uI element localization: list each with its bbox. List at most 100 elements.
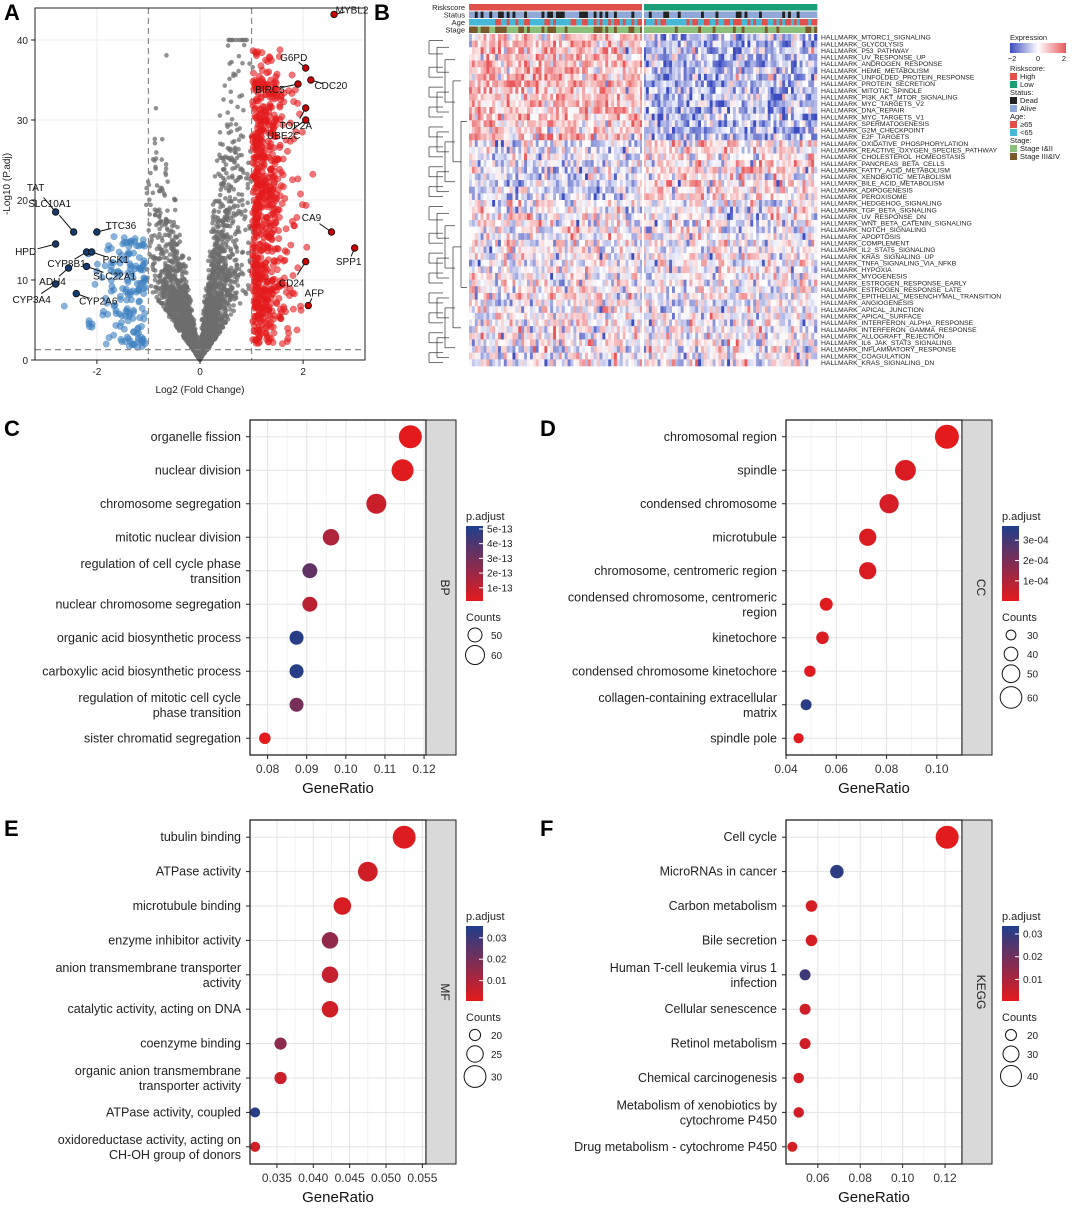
heatmap-cell — [541, 53, 545, 61]
heatmap-cell — [732, 47, 737, 55]
annotation-cell — [703, 11, 708, 18]
labeled-point — [72, 289, 80, 298]
heatmap-cell — [616, 60, 621, 68]
heatmap-cell — [686, 34, 690, 41]
heatmap-cell — [637, 47, 641, 55]
point-nonsig — [229, 116, 235, 122]
heatmap-cell — [622, 34, 626, 41]
annotation-cell — [599, 26, 603, 33]
gene-label: SLC22A1 — [93, 271, 136, 282]
annotation-cell — [622, 26, 626, 33]
heatmap-cell — [608, 80, 612, 88]
heatmap-cell — [692, 80, 696, 88]
heatmap-cell — [579, 53, 583, 61]
heatmap-cell — [759, 60, 763, 68]
heatmap-cell — [802, 60, 806, 68]
annotation-cell — [811, 19, 815, 26]
heatmap-cell — [532, 53, 536, 61]
heatmap-cell — [471, 34, 476, 41]
heatmap-cell — [669, 67, 673, 75]
point-nonsig — [237, 126, 243, 131]
heatmap-cell — [654, 40, 658, 48]
y-tick-label: 30 — [17, 116, 29, 127]
heatmap-cell — [544, 40, 548, 48]
annotation-cell — [556, 11, 560, 18]
heatmap-cell — [602, 40, 606, 48]
point-nonsig — [219, 255, 225, 261]
heatmap-cell — [793, 67, 797, 75]
point-nonsig — [236, 37, 242, 43]
heatmap-cell — [637, 40, 641, 48]
heatmap-cell — [492, 60, 496, 68]
point-nonsig — [224, 122, 230, 127]
heatmap-cell — [483, 80, 487, 88]
annotation-cell — [718, 26, 722, 33]
annotation-cell — [509, 19, 513, 26]
point-nonsig — [233, 37, 239, 43]
annotation-cell — [634, 4, 638, 11]
heatmap-cell — [489, 67, 493, 75]
heatmap-cell — [538, 60, 542, 68]
annotation-cell — [770, 19, 774, 26]
heatmap-cell — [744, 47, 748, 55]
point-nonsig — [179, 293, 185, 298]
heatmap-cell — [625, 40, 629, 48]
heatmap-cell — [782, 60, 786, 68]
heatmap-cell — [709, 80, 713, 88]
heatmap-cell — [672, 47, 676, 55]
point-up — [279, 340, 286, 348]
heatmap-cell — [631, 34, 635, 41]
point-down — [122, 256, 130, 264]
annotation-cell — [573, 26, 577, 33]
annotation-cell — [477, 26, 481, 33]
annotation-cell — [503, 26, 507, 33]
heatmap-cell — [811, 67, 815, 75]
point-up — [276, 103, 284, 111]
heatmap-cell — [634, 47, 638, 55]
heatmap-cell — [712, 67, 716, 75]
heatmap-cell — [712, 40, 716, 48]
annotation-cell — [561, 26, 565, 33]
heatmap-cell — [776, 40, 780, 48]
heatmap-cell — [628, 53, 632, 61]
annotation-cell — [683, 4, 687, 11]
heatmap-cell — [672, 53, 676, 61]
labeled-point — [294, 80, 302, 88]
point-nonsig — [243, 291, 249, 297]
point-nonsig — [222, 178, 227, 183]
heatmap-cell — [477, 53, 481, 61]
annotation-cell — [756, 19, 760, 26]
heatmap-cell — [477, 60, 481, 68]
heatmap-cell — [692, 47, 696, 55]
labeled-point — [327, 228, 336, 236]
heatmap-cell — [631, 67, 635, 75]
heatmap-cell — [788, 40, 792, 48]
heatmap-cell — [770, 47, 774, 55]
heatmap-cell — [727, 47, 731, 55]
point-nonsig — [154, 150, 159, 155]
heatmap-cell — [561, 47, 565, 55]
point-nonsig — [164, 269, 170, 275]
heatmap-cell — [680, 60, 684, 68]
heatmap-cell — [738, 73, 742, 81]
point-nonsig — [225, 43, 231, 48]
annotation-cell — [599, 4, 603, 11]
heatmap-cell — [469, 34, 473, 41]
point-nonsig — [238, 209, 244, 215]
annotation-cell — [759, 19, 763, 26]
heatmap-cell — [715, 80, 719, 88]
heatmap-cell — [785, 67, 789, 75]
heatmap-cell — [585, 53, 589, 61]
annotation-cell — [654, 11, 658, 18]
point-down — [130, 340, 138, 348]
point-up — [281, 195, 289, 202]
annotation-cell — [567, 26, 571, 33]
heatmap-cell — [648, 80, 652, 88]
point-down — [139, 261, 147, 269]
heatmap-cell — [669, 34, 673, 41]
annotation-cell — [727, 4, 731, 11]
heatmap-cell — [535, 60, 539, 68]
point-nonsig — [153, 106, 159, 111]
annotation-cell — [811, 4, 815, 11]
point-up — [278, 279, 285, 286]
